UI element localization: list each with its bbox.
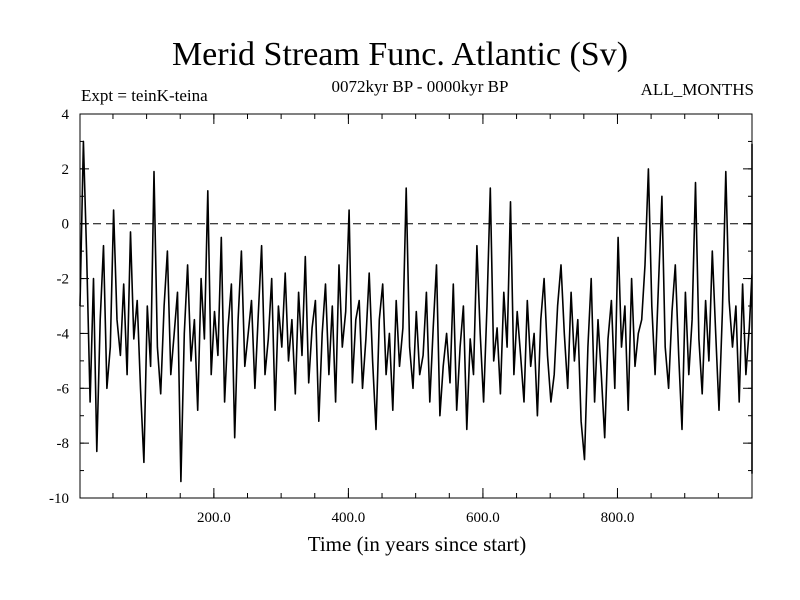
experiment-annotation: Expt = teinK-teina: [81, 86, 208, 105]
y-tick-label: -2: [57, 272, 70, 288]
x-tick-label: 400.0: [332, 510, 366, 526]
x-axis-label: Time (in years since start): [307, 532, 527, 556]
axis-tick-labels: 4 2 0 -2 -4 -6 -8 -10 200.0 400.0 600.0 800.0: [49, 107, 634, 526]
y-tick-label: -4: [57, 326, 70, 342]
y-tick-label: 0: [62, 217, 70, 233]
y-tick-label: -10: [49, 491, 69, 507]
chart-subtitle: 0072kyr BP - 0000kyr BP: [331, 77, 509, 96]
y-tick-label: -8: [57, 436, 70, 452]
chart-title: Merid Stream Func. Atlantic (Sv): [171, 36, 629, 73]
months-annotation: ALL_MONTHS: [640, 80, 754, 99]
y-tick-label: 4: [62, 107, 70, 123]
x-tick-label: 200.0: [197, 510, 231, 526]
x-tick-label: 600.0: [466, 510, 500, 526]
y-tick-label: -6: [57, 381, 70, 397]
series-line: [79, 140, 753, 483]
y-tick-label: 2: [62, 162, 70, 178]
x-tick-label: 800.0: [601, 510, 635, 526]
